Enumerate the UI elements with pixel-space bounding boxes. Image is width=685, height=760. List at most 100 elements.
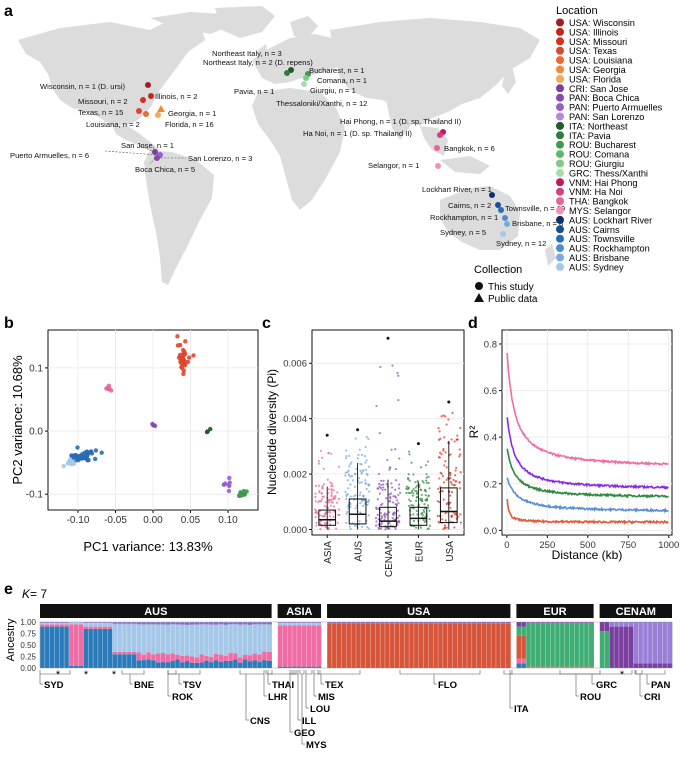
box-jitter-point	[320, 498, 324, 501]
box-jitter-point	[380, 516, 384, 519]
box-jitter-point	[443, 526, 446, 529]
box-jitter-point	[359, 469, 362, 472]
box-jitter-point	[436, 514, 439, 518]
box-jitter-point	[397, 493, 400, 497]
ancestry-segment	[93, 626, 99, 629]
ancestry-segment	[252, 622, 258, 624]
ancestry-segment	[122, 651, 128, 655]
pca-xtick-label: 0.05	[181, 515, 201, 526]
ld-series-line	[506, 352, 669, 466]
box-jitter-point	[437, 487, 440, 490]
pca-point	[185, 359, 191, 365]
box-jitter-point	[406, 476, 410, 480]
ld-ytick-label: 0.4	[484, 433, 497, 444]
ancestry-segment	[540, 667, 546, 668]
ancestry-segment	[633, 622, 639, 664]
legend-swatch	[556, 225, 564, 234]
ancestry-segment	[282, 622, 288, 626]
box-ytick-label: 0.000	[283, 525, 307, 536]
ancestry-segment	[579, 622, 585, 667]
ancestry-segment	[237, 622, 243, 624]
box-jitter-point	[412, 487, 415, 491]
box-jitter-point	[384, 488, 387, 491]
box-jitter-point	[459, 470, 462, 474]
ancestry-segment	[505, 623, 511, 668]
box-jitter-point	[356, 457, 359, 460]
box-jitter-point	[315, 521, 318, 524]
box-jitter-point	[358, 519, 361, 523]
box-jitter-point	[330, 491, 333, 494]
ancestry-segment	[662, 663, 668, 668]
marker-illinois	[148, 93, 154, 99]
ancestry-segment	[146, 652, 152, 660]
box-jitter-point	[376, 513, 379, 517]
ancestry-segment	[638, 622, 644, 664]
marker-florida	[155, 112, 161, 118]
box-ytick-label: 0.002	[283, 470, 307, 481]
box-jitter-point	[380, 483, 383, 486]
map-label: Hai Phong, n = 1 (D. sp. Thailand II)	[340, 117, 462, 126]
marker-georgia	[157, 105, 165, 112]
box-jitter-point	[317, 460, 320, 463]
box-jitter-point	[327, 527, 330, 530]
ancestry-segment	[356, 623, 362, 668]
box-jitter-point	[419, 526, 423, 529]
ancestry-segment	[213, 653, 219, 661]
box-jitter-point	[450, 490, 454, 494]
box-jitter-point	[445, 466, 448, 469]
pca-point	[82, 450, 88, 455]
box-jitter-point	[380, 521, 384, 524]
box-jitter-point	[394, 527, 397, 530]
ancestry-segment	[282, 622, 288, 623]
ancestry-segment	[257, 624, 263, 655]
ancestry-segment	[588, 667, 594, 668]
ancestry-segment	[457, 623, 463, 668]
marker-lockhart	[489, 192, 495, 198]
box-jitter-point	[424, 464, 428, 467]
legend-item-label: USA: Georgia	[569, 65, 627, 75]
box-xtick-label: USA	[445, 541, 456, 562]
box-jitter-point	[317, 484, 321, 487]
ancestry-segment	[218, 624, 224, 655]
ancestry-segment	[540, 622, 546, 667]
box-jitter-point	[377, 472, 381, 476]
box-jitter-point	[412, 504, 415, 507]
ancestry-segment	[409, 623, 415, 668]
ancestry-segment	[604, 631, 610, 668]
box-jitter-point	[396, 523, 399, 526]
legend-item-label: AUS: Rockhampton	[569, 244, 650, 254]
ld-xtick-label: 750	[620, 540, 636, 551]
box-jitter-point	[362, 495, 365, 498]
ancestry-segment	[126, 624, 132, 652]
ld-decay-chart: 0 250 500 750 1000 0.0 0.2 0.4 0.6 0.8 Distance (…	[467, 329, 679, 562]
ancestry-segment	[628, 622, 634, 627]
ancestry-segment	[228, 653, 234, 661]
ancestry-segment	[78, 622, 84, 625]
ancestry-segment	[194, 657, 200, 663]
ancestry-segment	[102, 628, 108, 668]
ancestry-segment	[667, 663, 673, 668]
map-label: Boca Chica, n = 5	[135, 165, 195, 174]
ancestry-segment	[141, 660, 147, 668]
box-jitter-point	[324, 501, 327, 504]
ancestry-segment	[404, 623, 410, 668]
ancestry-segment	[131, 654, 137, 668]
ancestry-segment	[170, 660, 176, 668]
box-jitter-point	[377, 487, 380, 490]
ancestry-segment	[257, 661, 263, 668]
site-bracket	[167, 670, 201, 675]
site-bracket	[239, 670, 265, 675]
box-jitter-point	[455, 466, 458, 470]
ancestry-segment	[184, 661, 190, 668]
box-jitter-point	[392, 501, 395, 504]
site-bracket	[289, 670, 295, 675]
ancestry-segment	[228, 660, 234, 668]
ancestry-segment	[93, 622, 99, 623]
ancestry-segment	[179, 662, 186, 668]
ancestry-segment	[545, 622, 551, 667]
box-jitter-point	[318, 514, 322, 517]
ld-ytick-label: 0.0	[484, 526, 497, 537]
map-label: Selangor, n = 1	[368, 161, 419, 170]
ancestry-segment	[242, 654, 248, 660]
legend-swatch	[556, 84, 564, 93]
